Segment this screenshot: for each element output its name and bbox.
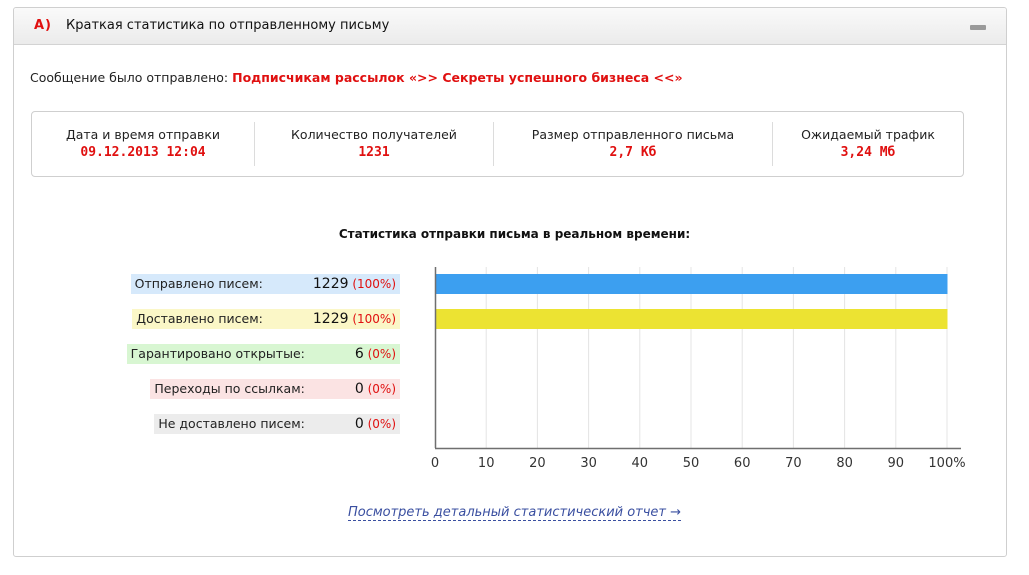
x-tick-label: 80 — [836, 456, 853, 471]
stat-send-time: Дата и время отправки 09.12.2013 12:04 — [32, 112, 254, 176]
row-count-number: 0 — [354, 381, 364, 397]
stat-recipients: Количество получателей 1231 — [255, 112, 493, 176]
bar — [435, 274, 948, 294]
stat-row: Отправлено писем: 1229 (100%) — [0, 274, 400, 294]
stat-divider — [493, 122, 494, 166]
stat-label: Дата и время отправки — [65, 127, 221, 142]
row-label: Доставлено писем: — [136, 311, 263, 326]
row-count-percent: (100%) — [348, 277, 396, 291]
stat-label: Количество получателей — [291, 127, 457, 142]
row-count: 1229 (100%) — [313, 309, 396, 329]
x-tick-label: 20 — [529, 456, 546, 471]
stat-label: Размер отправленного письма — [531, 127, 735, 142]
x-tick-label: 50 — [683, 456, 700, 471]
row-count: 0 (0%) — [355, 414, 396, 434]
collapse-icon[interactable] — [970, 25, 986, 30]
sent-to-target: Подписчикам рассылок «>> Секреты успешно… — [232, 70, 683, 85]
row-label: Гарантировано открытые: — [130, 346, 305, 361]
stat-row: Переходы по ссылкам: 0 (0%) — [0, 379, 400, 399]
sent-to-label: Сообщение было отправлено: — [30, 70, 229, 85]
delivery-chart: 0 10 20 30 40 50 60 70 80 90 100% — [431, 267, 966, 471]
row-label: Отправлено писем: — [134, 276, 263, 291]
panel-title: Краткая статистика по отправленному пись… — [66, 18, 390, 33]
stat-value: 3,24 Мб — [840, 145, 896, 160]
row-count-percent: (100%) — [348, 312, 396, 326]
row-count-percent: (0%) — [363, 347, 396, 361]
row-count-number: 6 — [354, 346, 364, 362]
row-count-number: 1229 — [312, 276, 349, 292]
x-tick-label: 90 — [888, 456, 905, 471]
row-count-number: 0 — [354, 416, 364, 432]
stat-label: Ожидаемый трафик — [801, 127, 935, 142]
row-count: 1229 (100%) — [313, 274, 396, 294]
x-tick-label: 0 — [431, 456, 439, 471]
stat-value: 1231 — [358, 145, 390, 160]
stat-divider — [254, 122, 255, 166]
section-letter: А) — [34, 18, 53, 33]
detailed-report-link[interactable]: Посмотреть детальный статистический отче… — [347, 505, 682, 521]
stat-row: Доставлено писем: 1229 (100%) — [0, 309, 400, 329]
stat-value: 09.12.2013 12:04 — [80, 145, 206, 160]
stat-value: 2,7 Кб — [609, 145, 657, 160]
row-count-percent: (0%) — [363, 382, 396, 396]
row-highlight — [132, 309, 400, 329]
stat-message-size: Размер отправленного письма 2,7 Кб — [494, 112, 772, 176]
row-count: 0 (0%) — [355, 379, 396, 399]
x-tick-label: 100% — [928, 456, 965, 471]
x-tick-label: 30 — [580, 456, 597, 471]
row-highlight — [130, 274, 400, 294]
row-highlight — [126, 344, 400, 364]
x-tick-label: 10 — [478, 456, 495, 471]
x-tick-label: 70 — [785, 456, 802, 471]
stat-divider — [772, 122, 773, 166]
report-link-row: Посмотреть детальный статистический отче… — [0, 505, 1029, 521]
stat-row: Гарантировано открытые: 6 (0%) — [0, 344, 400, 364]
row-highlight — [154, 414, 400, 434]
sent-to-line: Сообщение было отправлено: Подписчикам р… — [30, 70, 683, 85]
x-tick-label: 60 — [734, 456, 751, 471]
row-count-percent: (0%) — [363, 417, 396, 431]
row-count: 6 (0%) — [355, 344, 396, 364]
x-tick-label: 40 — [632, 456, 649, 471]
panel-header: А) Краткая статистика по отправленному п… — [14, 8, 1006, 45]
summary-box: Дата и время отправки 09.12.2013 12:04 К… — [31, 111, 964, 177]
stat-traffic: Ожидаемый трафик 3,24 Мб — [773, 112, 963, 176]
bar — [435, 309, 948, 329]
row-count-number: 1229 — [312, 311, 349, 327]
stat-row: Не доставлено писем: 0 (0%) — [0, 414, 400, 434]
row-highlight — [150, 379, 400, 399]
row-label: Переходы по ссылкам: — [154, 381, 305, 396]
row-label: Не доставлено писем: — [158, 416, 305, 431]
chart-title: Статистика отправки письма в реальном вр… — [338, 227, 691, 241]
